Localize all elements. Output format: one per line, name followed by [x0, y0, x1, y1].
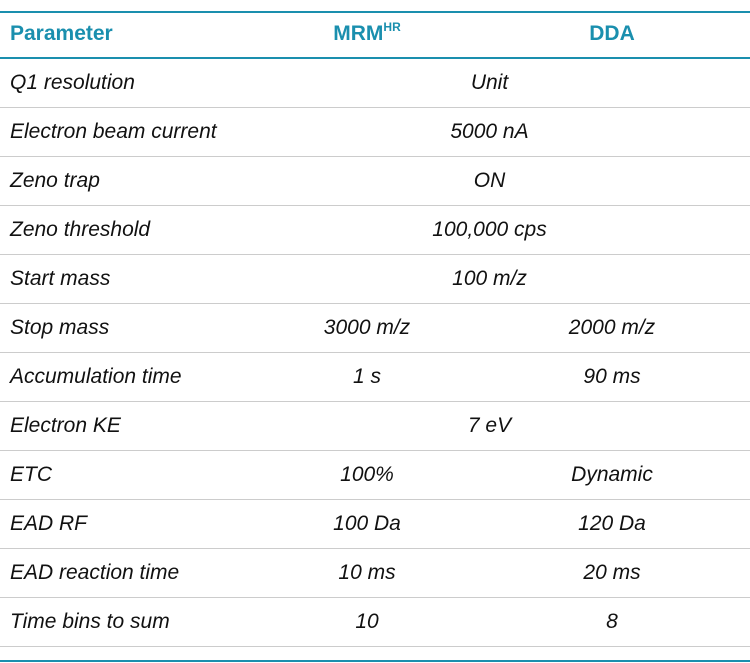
- table-row: Accumulation time 1 s 90 ms: [0, 353, 750, 402]
- table-header-row: Parameter MRM HR DDA: [0, 11, 750, 59]
- table-row: ETC 100% Dynamic: [0, 451, 750, 500]
- row-parameter: Zeno threshold: [10, 218, 151, 241]
- table-row: Stop mass 3000 m/z 2000 m/z: [0, 304, 750, 353]
- row-mrm-value: 10: [355, 610, 379, 633]
- row-dda-value: 20 ms: [583, 561, 641, 584]
- row-mrm-value: 3000 m/z: [323, 316, 411, 339]
- header-mrm-label: MRM: [333, 22, 384, 45]
- row-parameter: Electron KE: [10, 414, 121, 437]
- table-row: Time bins to sum 10 8: [0, 598, 750, 647]
- row-shared-value: 100,000 cps: [432, 218, 547, 241]
- row-shared-value: ON: [473, 169, 506, 192]
- row-parameter: Stop mass: [10, 316, 110, 339]
- table-bottom-rule: [0, 660, 750, 662]
- row-mrm-value: 100%: [340, 463, 394, 486]
- header-mrm: MRM HR: [257, 11, 477, 57]
- header-dda: DDA: [589, 22, 635, 45]
- row-mrm-value: 100 Da: [333, 512, 401, 535]
- table-row: EAD RF 100 Da 120 Da: [0, 500, 750, 549]
- table-top-rule: [0, 11, 750, 13]
- row-parameter: EAD reaction time: [10, 561, 180, 584]
- row-parameter: Start mass: [10, 267, 111, 290]
- table-row: Q1 resolution Unit: [0, 59, 750, 108]
- table-row: Start mass 100 m/z: [0, 255, 750, 304]
- row-parameter: Accumulation time: [10, 365, 182, 388]
- row-parameter: Electron beam current: [10, 120, 217, 143]
- row-shared-value: Unit: [470, 71, 509, 94]
- table-row: Zeno threshold 100,000 cps: [0, 206, 750, 255]
- row-shared-value: 100 m/z: [452, 267, 527, 290]
- row-dda-value: 2000 m/z: [568, 316, 656, 339]
- table-row: EAD reaction time 10 ms 20 ms: [0, 549, 750, 598]
- table-row: Zeno trap ON: [0, 157, 750, 206]
- row-parameter: Q1 resolution: [10, 71, 135, 94]
- row-dda-value: Dynamic: [571, 463, 653, 486]
- row-dda-value: 8: [606, 610, 618, 633]
- row-parameter: Time bins to sum: [10, 610, 170, 633]
- header-mrm-superscript: HR: [383, 20, 401, 34]
- row-dda-value: 120 Da: [578, 512, 646, 535]
- table-row: Electron KE 7 eV: [0, 402, 750, 451]
- row-dda-value: 90 ms: [583, 365, 641, 388]
- row-parameter: ETC: [10, 463, 52, 486]
- row-parameter: Zeno trap: [10, 169, 100, 192]
- row-mrm-value: 10 ms: [338, 561, 396, 584]
- row-parameter: EAD RF: [10, 512, 88, 535]
- row-shared-value: 5000 nA: [450, 120, 529, 143]
- row-mrm-value: 1 s: [352, 365, 381, 388]
- table-row: Electron beam current 5000 nA: [0, 108, 750, 157]
- row-shared-value: 7 eV: [467, 414, 512, 437]
- header-parameter: Parameter: [10, 22, 113, 45]
- parameter-table: Parameter MRM HR DDA Q1 resolution Unit E…: [0, 11, 750, 662]
